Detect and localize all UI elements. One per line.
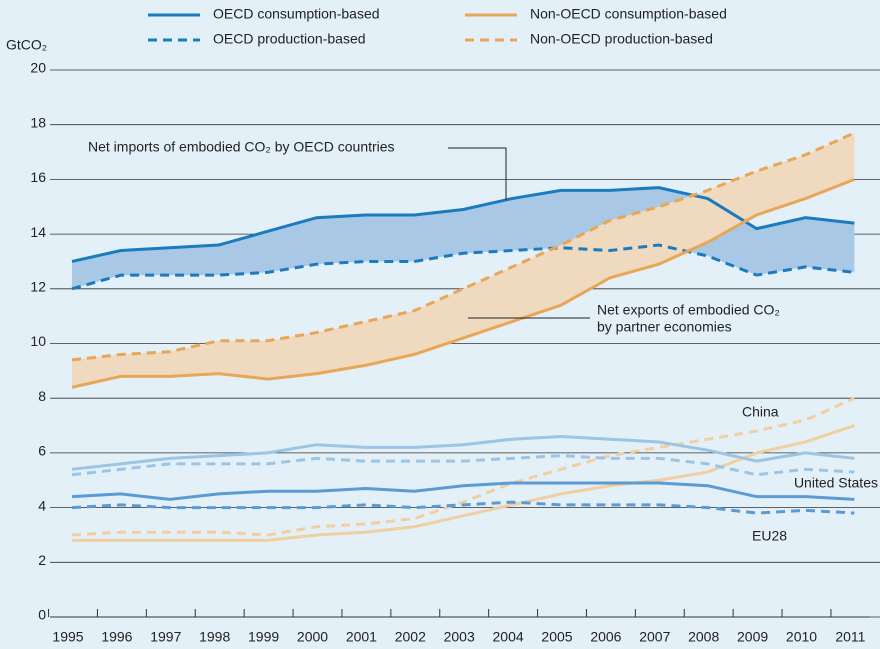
y-tick-label: 20 [30, 60, 46, 76]
legend-label: OECD consumption-based [213, 6, 380, 22]
country-consumption-line [72, 424, 855, 542]
x-tick-label: 2003 [444, 629, 475, 645]
y-tick-label: 2 [38, 552, 46, 568]
x-tick-label: 2002 [395, 629, 426, 645]
y-tick-label: 4 [38, 497, 46, 513]
x-tick-label: 2007 [639, 629, 670, 645]
country-production-line [71, 396, 856, 537]
x-tick-label: 1997 [150, 629, 181, 645]
y-tick-label: 12 [30, 279, 46, 295]
country-label: China [742, 404, 779, 420]
country-production-line [71, 500, 855, 515]
legend-label: Non-OECD production-based [530, 31, 713, 47]
country-consumption-line [71, 434, 855, 471]
annotation: Net exports of embodied CO₂ [597, 302, 780, 318]
x-tick-label: 1995 [52, 629, 83, 645]
y-tick-label: 14 [30, 224, 46, 240]
x-tick-label: 1999 [248, 629, 279, 645]
series-line [71, 243, 855, 291]
y-tick-label: 8 [38, 388, 46, 404]
y-tick-label: 10 [30, 333, 46, 349]
country-label: EU28 [752, 528, 787, 544]
series-line [71, 178, 855, 389]
x-tick-label: 2009 [737, 629, 768, 645]
x-tick-label: 2000 [297, 629, 328, 645]
y-tick-label: 6 [38, 443, 46, 459]
x-tick-label: 2008 [688, 629, 719, 645]
y-tick-label: 18 [30, 114, 46, 130]
annotation: by partner economies [597, 319, 732, 335]
x-tick-label: 2001 [346, 629, 377, 645]
x-tick-label: 2004 [493, 629, 524, 645]
x-tick-label: 1998 [199, 629, 230, 645]
annotation: Net imports of embodied CO₂ by OECD coun… [88, 139, 395, 155]
series-line [71, 186, 855, 263]
x-tick-label: 2005 [541, 629, 572, 645]
net-exports-band [72, 132, 855, 388]
x-tick-label: 1996 [101, 629, 132, 645]
series-line [71, 131, 856, 362]
x-tick-label: 2006 [590, 629, 621, 645]
x-tick-label: 2011 [835, 629, 865, 645]
country-consumption-line [71, 481, 855, 501]
y-axis-label: GtCO₂ [6, 37, 47, 53]
legend-label: Non-OECD consumption-based [530, 6, 727, 22]
country-production-line [71, 454, 855, 477]
leader-line [448, 147, 507, 200]
y-tick-label: 16 [30, 169, 46, 185]
legend-label: OECD production-based [213, 31, 366, 47]
x-tick-label: 2010 [786, 629, 817, 645]
y-tick-label: 0 [38, 607, 46, 623]
country-label: United States [794, 475, 878, 491]
